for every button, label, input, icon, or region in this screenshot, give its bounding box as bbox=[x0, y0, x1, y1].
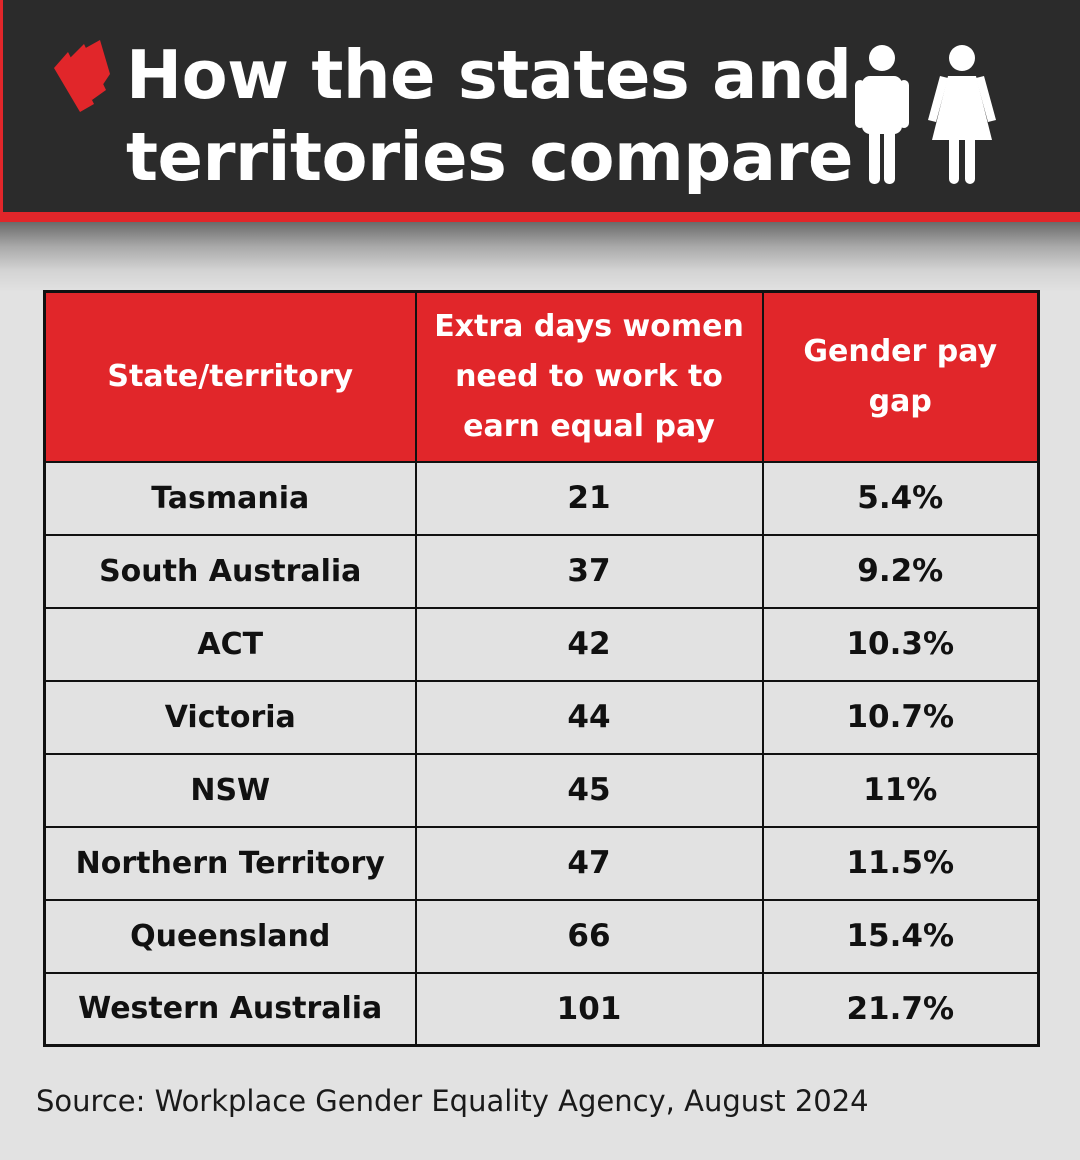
source-note: Source: Workplace Gender Equality Agency… bbox=[36, 1084, 869, 1118]
table-row: Victoria 44 10.7% bbox=[43, 679, 1040, 755]
pay-gap-cell: 10.3% bbox=[761, 606, 1040, 682]
state-cell: ACT bbox=[43, 606, 417, 682]
state-cell: Northern Territory bbox=[43, 825, 417, 901]
pay-gap-cell: 10.7% bbox=[761, 679, 1040, 755]
extra-days-cell: 47 bbox=[414, 825, 764, 901]
extra-days-cell: 101 bbox=[414, 971, 764, 1047]
state-cell: Queensland bbox=[43, 898, 417, 974]
pay-gap-cell: 11.5% bbox=[761, 825, 1040, 901]
table-row: South Australia 37 9.2% bbox=[43, 533, 1040, 609]
extra-days-cell: 66 bbox=[414, 898, 764, 974]
column-header-state: State/territory bbox=[43, 290, 417, 463]
title-line-2: territories compare bbox=[126, 118, 853, 196]
table-header-row: State/territory Extra days women need to… bbox=[43, 290, 1040, 463]
man-icon bbox=[855, 45, 909, 184]
pay-gap-table: State/territory Extra days women need to… bbox=[43, 290, 1040, 1047]
header-shadow bbox=[0, 222, 1080, 292]
state-cell: Western Australia bbox=[43, 971, 417, 1047]
column-header-extra-days: Extra days women need to work to earn eq… bbox=[414, 290, 764, 463]
table-row: ACT 42 10.3% bbox=[43, 606, 1040, 682]
page-title: How the states and territories compare bbox=[126, 34, 853, 198]
column-header-pay-gap: Gender pay gap bbox=[761, 290, 1040, 463]
state-cell: South Australia bbox=[43, 533, 417, 609]
man-and-woman-icon bbox=[855, 45, 996, 184]
extra-days-cell: 42 bbox=[414, 606, 764, 682]
table-row: Western Australia 101 21.7% bbox=[43, 971, 1040, 1047]
pay-gap-cell: 21.7% bbox=[761, 971, 1040, 1047]
table-row: NSW 45 11% bbox=[43, 752, 1040, 828]
extra-days-cell: 21 bbox=[414, 460, 764, 536]
extra-days-cell: 37 bbox=[414, 533, 764, 609]
table-row: Tasmania 21 5.4% bbox=[43, 460, 1040, 536]
extra-days-cell: 44 bbox=[414, 679, 764, 755]
table-row: Northern Territory 47 11.5% bbox=[43, 825, 1040, 901]
state-cell: NSW bbox=[43, 752, 417, 828]
table-row: Queensland 66 15.4% bbox=[43, 898, 1040, 974]
title-line-1: How the states and bbox=[126, 36, 852, 114]
pay-gap-cell: 5.4% bbox=[761, 460, 1040, 536]
sbs-logo-icon bbox=[54, 40, 110, 112]
header-accent-stripe bbox=[0, 212, 1080, 222]
state-cell: Tasmania bbox=[43, 460, 417, 536]
woman-icon bbox=[928, 45, 996, 184]
state-cell: Victoria bbox=[43, 679, 417, 755]
pay-gap-cell: 11% bbox=[761, 752, 1040, 828]
extra-days-cell: 45 bbox=[414, 752, 764, 828]
pay-gap-cell: 9.2% bbox=[761, 533, 1040, 609]
pay-gap-cell: 15.4% bbox=[761, 898, 1040, 974]
